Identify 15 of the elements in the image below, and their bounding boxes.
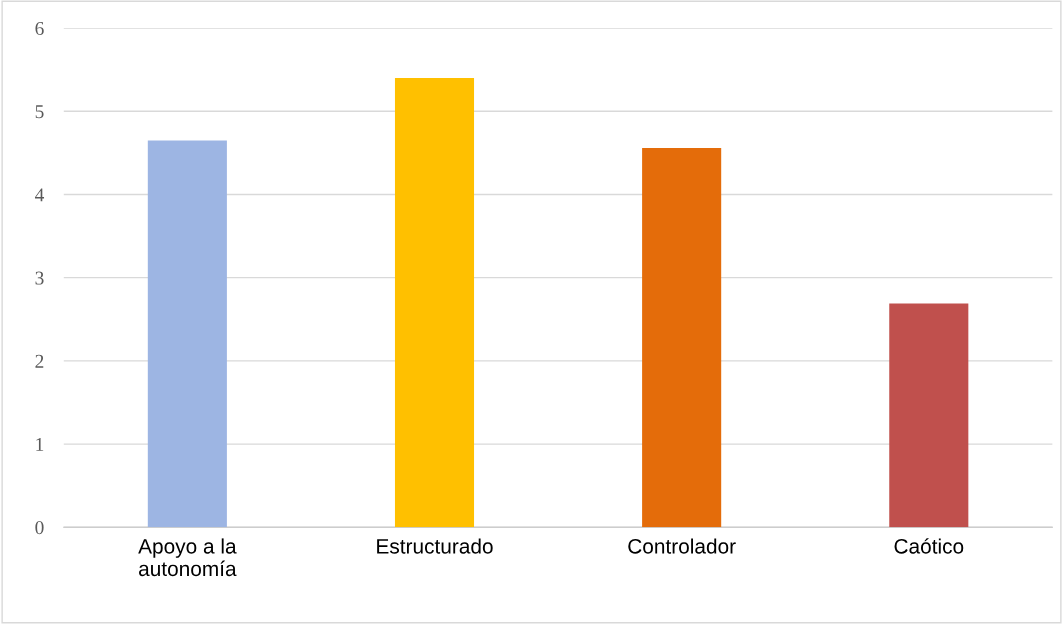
x-tick-label: Caótico xyxy=(894,538,964,554)
bar xyxy=(889,303,969,528)
bar xyxy=(147,140,227,528)
y-tick-label: 5 xyxy=(35,105,44,119)
y-tick-label: 0 xyxy=(35,521,44,535)
x-tick-label: Controlador xyxy=(628,538,736,554)
x-tick-label: Estructurado xyxy=(377,538,493,554)
y-tick-label: 6 xyxy=(35,21,44,36)
y-tick-label: 3 xyxy=(35,271,44,285)
y-tick-label: 4 xyxy=(34,188,45,202)
y-tick-label: 2 xyxy=(35,354,44,368)
bar xyxy=(642,147,722,528)
bar xyxy=(394,78,475,528)
y-tick-label: 1 xyxy=(36,437,44,451)
x-tick-label: Apoyo a la autonomía xyxy=(138,538,237,577)
